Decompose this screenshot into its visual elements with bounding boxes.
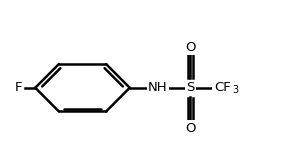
Text: NH: NH: [148, 81, 168, 94]
Text: O: O: [185, 41, 196, 54]
Text: CF: CF: [214, 81, 231, 94]
Text: O: O: [185, 122, 196, 135]
Text: S: S: [186, 81, 195, 94]
Text: 3: 3: [232, 85, 238, 95]
Text: F: F: [15, 81, 22, 94]
